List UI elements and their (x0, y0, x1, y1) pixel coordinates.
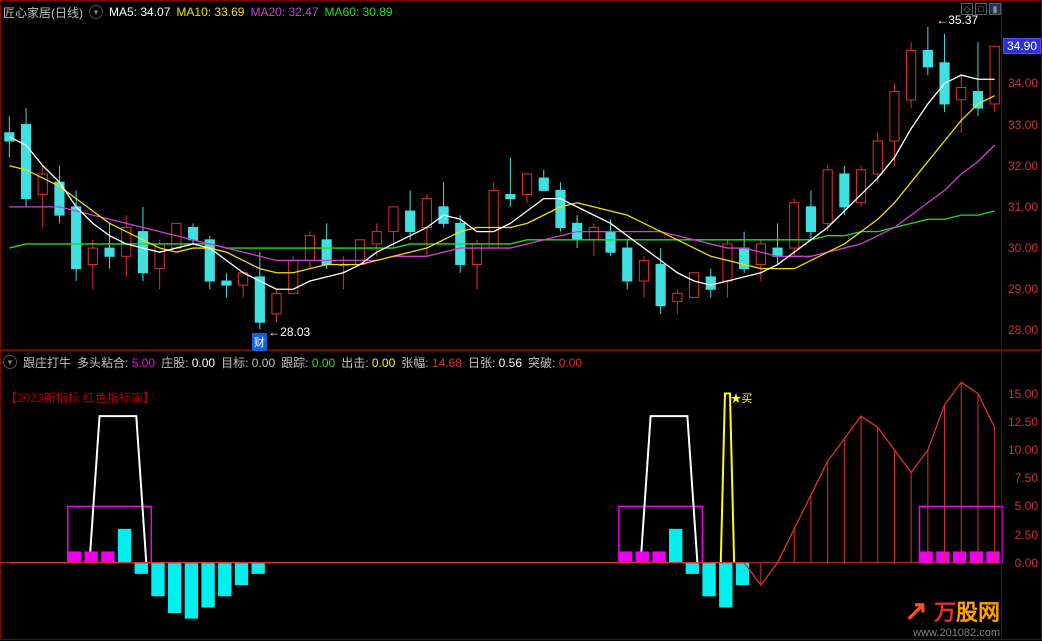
ma5-legend: MA5: 34.07 (109, 5, 170, 19)
indicator-header: ▾ 跟庄打牛多头粘合: 5.00 庄股: 0.00 目标: 0.00 跟踪: 0.00… (3, 353, 582, 371)
y-tick-label: 7.50 (1015, 471, 1038, 485)
y-tick-label: 28.00 (1008, 323, 1038, 337)
y-tick-label: 5.00 (1015, 499, 1038, 513)
ma20-legend: MA20: 32.47 (250, 5, 318, 19)
indicator-legend-item: 多头粘合: 5.00 (77, 354, 155, 371)
site-logo: ↗ 万股网 (904, 594, 1000, 627)
y-tick-label: 15.00 (1008, 387, 1038, 401)
ma60-legend: MA60: 30.89 (325, 5, 393, 19)
y-tick-label: 32.00 (1008, 159, 1038, 173)
y-tick-label: 30.00 (1008, 241, 1038, 255)
y-tick-label: 34.00 (1008, 76, 1038, 90)
indicator-y-axis: 0.00 2.50 5.00 7.50 10.00 12.50 15.00 (1001, 351, 1041, 639)
indicator-legend-item: 跟庄打牛 (23, 354, 71, 371)
dropdown-icon[interactable]: ▾ (89, 5, 103, 19)
y-tick-label: 33.00 (1008, 118, 1038, 132)
low-label: ←28.03 (268, 325, 310, 339)
indicator-chart-area[interactable]: 【2023新指标 红色指标库】 ★买 (1, 351, 1001, 639)
indicator-legend-item: 跟踪: 0.00 (281, 354, 335, 371)
indicator-legend-item: 目标: 0.00 (221, 354, 275, 371)
buy-signal-marker: ★买 (730, 390, 752, 406)
indicator-watermark: 【2023新指标 红色指标库】 (5, 389, 155, 406)
indicator-legend-item: 张幅: 14.68 (401, 354, 462, 371)
fin-marker[interactable]: 财 (252, 333, 267, 351)
indicator-legend-item: 日张: 0.56 (468, 354, 522, 371)
site-url: www.201082.com (913, 627, 1000, 639)
indicator-panel: ▾ 跟庄打牛多头粘合: 5.00 庄股: 0.00 目标: 0.00 跟踪: 0.00… (0, 350, 1042, 640)
y-tick-label: 0.00 (1015, 556, 1038, 570)
y-tick-label: 12.50 (1008, 415, 1038, 429)
price-chart-area[interactable]: ←35.37 ←28.03财 (1, 1, 1001, 349)
y-tick-label: 29.00 (1008, 282, 1038, 296)
indicator-legend-item: 突破: 0.00 (528, 354, 582, 371)
indicator-legend-item: 庄股: 0.00 (161, 354, 215, 371)
ma10-legend: MA10: 33.69 (176, 5, 244, 19)
high-label: ←35.37 (936, 13, 978, 27)
y-tick-label: 31.00 (1008, 200, 1038, 214)
y-tick-label: 10.00 (1008, 443, 1038, 457)
stock-title: 匠心家居(日线) (3, 4, 83, 21)
dropdown-icon[interactable]: ▾ (3, 355, 17, 369)
price-header: 匠心家居(日线) ▾ MA5: 34.07 MA10: 33.69 MA20: … (3, 3, 393, 21)
y-tick-label: 2.50 (1015, 528, 1038, 542)
current-price-box: 34.90 (1003, 38, 1041, 54)
indicator-legend-item: 出击: 0.00 (341, 354, 395, 371)
price-chart-panel: 匠心家居(日线) ▾ MA5: 34.07 MA10: 33.69 MA20: … (0, 0, 1042, 350)
